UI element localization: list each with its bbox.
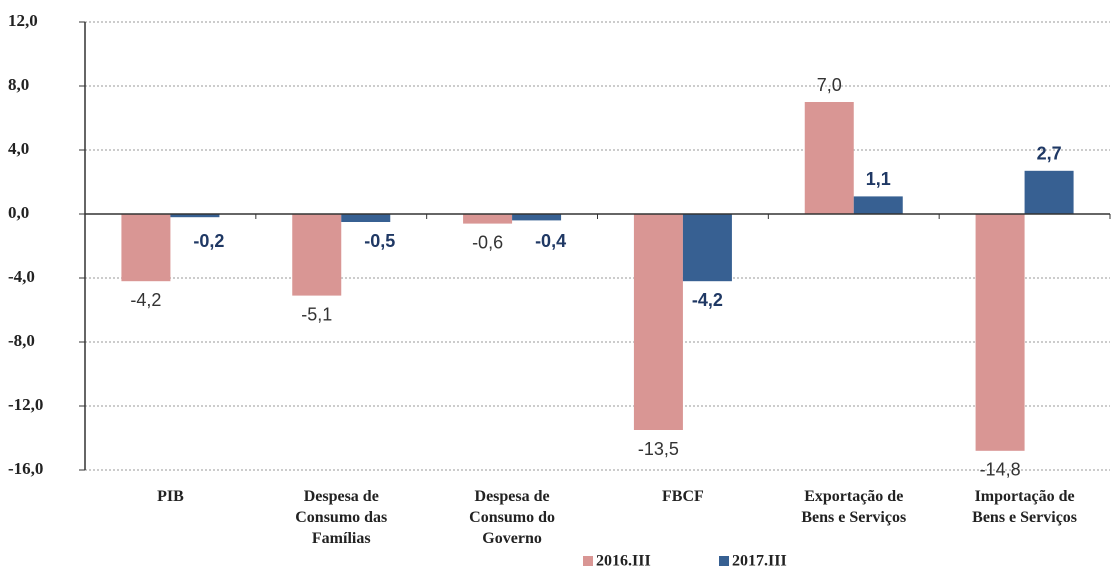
legend-swatch [583, 556, 593, 566]
x-tick-label-line: Governo [482, 530, 542, 547]
x-tick-label-line: Importação de [975, 488, 1075, 505]
value-label: -14,8 [980, 460, 1021, 480]
value-label: -4,2 [692, 290, 723, 310]
value-label: -4,2 [130, 290, 161, 310]
bar [170, 214, 220, 218]
value-label: -0,5 [364, 231, 395, 251]
bar [682, 214, 732, 282]
bar [633, 214, 683, 430]
value-label: -0,4 [535, 231, 566, 251]
y-tick-label: -4,0 [8, 267, 35, 286]
x-tick-label-line: Despesa de [475, 488, 550, 505]
x-tick-label: Importação de Bens e Serviços [972, 488, 1077, 526]
bar [292, 214, 342, 296]
x-tick-label-line: Exportação de [804, 488, 903, 505]
y-tick-label: -12,0 [8, 395, 43, 414]
x-tick-label: Exportação de Bens e Serviços [801, 488, 906, 526]
bar [463, 214, 513, 224]
x-tick-label: Despesa de Consumo das Famílias [295, 488, 387, 547]
value-label: -13,5 [638, 439, 679, 459]
y-tick-label: 8,0 [8, 75, 29, 94]
value-label: -0,2 [193, 231, 224, 251]
x-tick-label-line: Consumo do [469, 509, 555, 526]
y-tick-label: 4,0 [8, 139, 29, 158]
x-tick-label-line: Famílias [312, 530, 371, 547]
x-tick-label: FBCF [662, 488, 704, 505]
x-tick-label-line: Bens e Serviços [972, 509, 1077, 526]
bar [1024, 170, 1074, 214]
y-tick-label: -16,0 [8, 459, 43, 478]
bar [853, 196, 903, 214]
y-tick-label: 0,0 [8, 203, 29, 222]
legend-label: 2016.III [596, 553, 651, 570]
bar [512, 214, 562, 221]
value-label: 2,7 [1037, 144, 1062, 164]
legend-label: 2017.III [732, 553, 787, 570]
y-tick-label: 12,0 [8, 11, 38, 30]
x-tick-label: PIB [157, 488, 184, 505]
x-tick-label: Despesa de Consumo do Governo [469, 488, 555, 547]
x-tick-label-line: Bens e Serviços [801, 509, 906, 526]
x-tick-label-line: PIB [157, 488, 184, 505]
legend-swatch [719, 556, 729, 566]
bar [975, 214, 1025, 451]
x-tick-label-line: Consumo das [295, 509, 387, 526]
bar [341, 214, 391, 222]
value-label: -5,1 [301, 304, 332, 324]
x-tick-label-line: FBCF [662, 488, 704, 505]
value-label: 1,1 [866, 169, 891, 189]
value-label: 7,0 [817, 75, 842, 95]
bar [121, 214, 171, 282]
value-label: -0,6 [472, 232, 503, 252]
bar [804, 102, 854, 214]
x-tick-label-line: Despesa de [304, 488, 379, 505]
y-tick-label: -8,0 [8, 331, 35, 350]
